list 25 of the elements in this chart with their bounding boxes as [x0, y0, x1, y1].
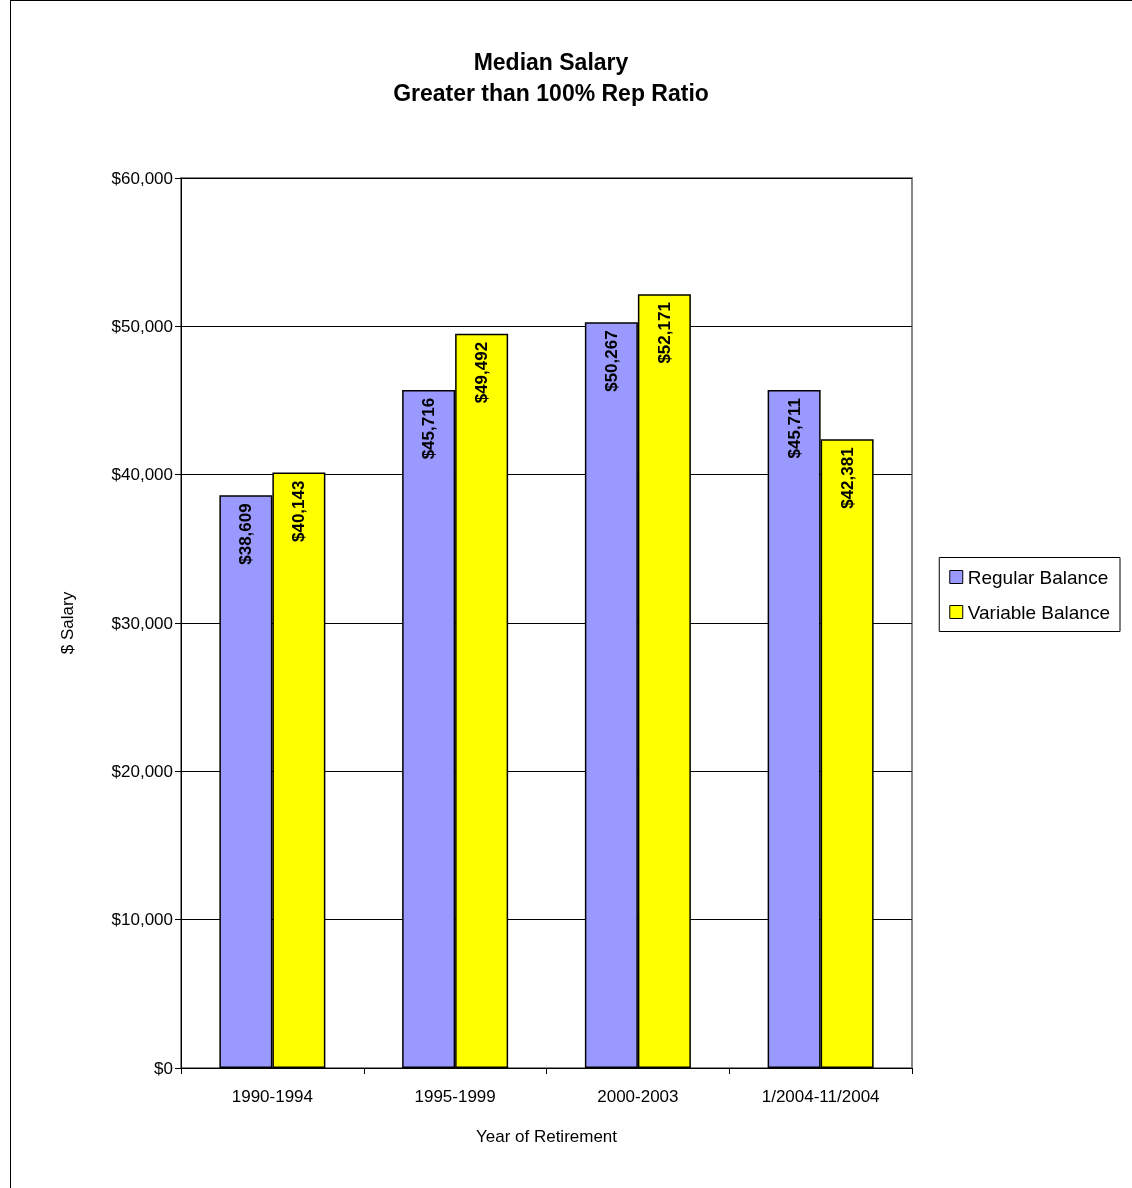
data-label: $49,492: [472, 341, 492, 404]
data-label: $52,171: [654, 302, 674, 364]
legend-label: Regular Balance: [967, 566, 1109, 588]
data-label: $50,267: [601, 330, 621, 392]
data-label: $45,716: [419, 397, 439, 460]
chart-title: Median Salary: [473, 48, 629, 75]
y-tick-label: $60,000: [111, 168, 173, 188]
x-tick-label: 1990-1994: [231, 1087, 314, 1106]
y-tick-label: $10,000: [111, 910, 173, 930]
y-tick-label: $40,000: [111, 465, 173, 485]
chart-subtitle: Greater than 100% Rep Ratio: [393, 79, 709, 106]
data-label: $40,143: [289, 480, 309, 542]
y-tick-label: $20,000: [111, 761, 173, 781]
data-label: $42,381: [837, 447, 857, 509]
x-axis-title: Year of Retirement: [475, 1127, 618, 1146]
x-tick-label: 2000-2003: [597, 1087, 679, 1106]
y-axis-title: $ Salary: [58, 591, 77, 655]
x-tick-label: 1995-1999: [414, 1087, 496, 1106]
x-tick-label: 1/2004-11/2004: [761, 1087, 880, 1106]
data-label: $45,711: [784, 397, 804, 459]
y-tick-label: $30,000: [111, 613, 173, 633]
y-tick-label: $50,000: [111, 316, 173, 336]
legend-label: Variable Balance: [967, 601, 1111, 623]
data-label: $38,609: [236, 503, 256, 565]
y-tick-label: $0: [154, 1058, 173, 1078]
